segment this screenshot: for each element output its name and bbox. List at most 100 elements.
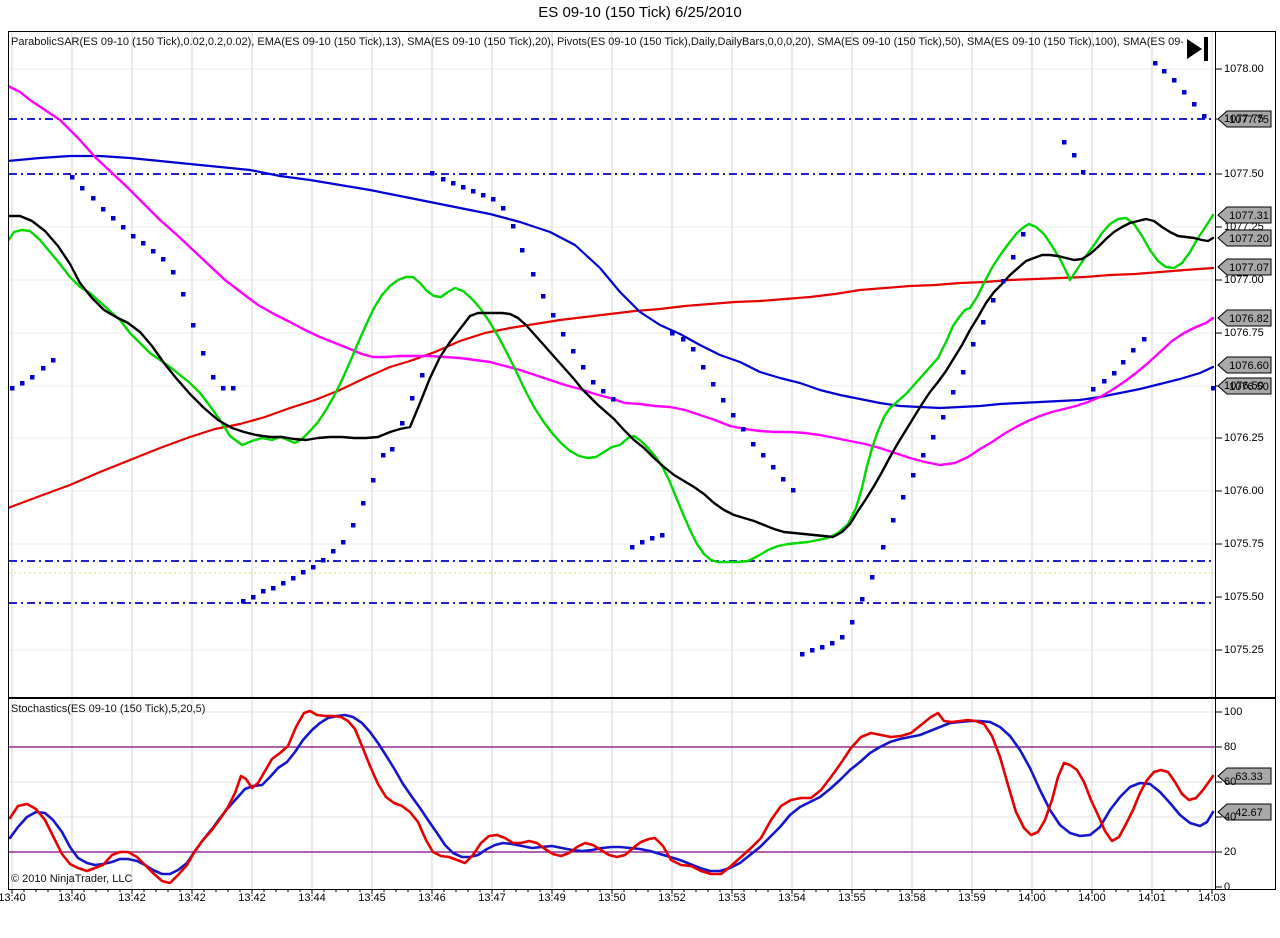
time-axis-label: 13:55 (838, 892, 866, 904)
axis-tick-label: 1075.25 (1224, 644, 1264, 656)
psar-dot (650, 536, 655, 541)
value-badge-text: 63.33 (1235, 771, 1263, 783)
psar-dot (241, 599, 246, 604)
psar-dot (30, 375, 35, 380)
psar-dot (501, 206, 506, 211)
psar-dot (351, 523, 356, 528)
psar-dot (381, 453, 386, 458)
axis-tick-label: 1077.25 (1224, 221, 1264, 233)
time-axis-label: 14:01 (1138, 892, 1166, 904)
psar-dot (471, 189, 476, 194)
psar-dot (51, 358, 56, 363)
psar-dot (660, 533, 665, 538)
psar-dot (561, 332, 566, 337)
psar-dot (271, 586, 276, 591)
psar-dot (311, 565, 316, 570)
value-badge: 1077.20 (1217, 229, 1272, 247)
psar-dot (1021, 232, 1026, 237)
psar-dot (581, 365, 586, 370)
time-axis-label: 13:44 (298, 892, 326, 904)
psar-dot (551, 313, 556, 318)
psar-dot (1153, 61, 1158, 66)
series-ema13-green (9, 213, 1215, 564)
value-badge-text: 1076.82 (1229, 313, 1269, 325)
psar-dot (321, 558, 326, 563)
go-to-last-bar-icon[interactable] (1187, 39, 1202, 59)
psar-dot (1062, 140, 1067, 145)
panel-separator[interactable] (8, 697, 1275, 699)
psar-dot (1202, 114, 1207, 119)
copyright-text: © 2010 NinjaTrader, LLC (11, 873, 133, 885)
psar-dot (191, 323, 196, 328)
psar-dot (281, 581, 286, 586)
psar-dot (931, 435, 936, 440)
value-badge: 1076.82 (1217, 309, 1272, 327)
psar-dot (1142, 337, 1147, 342)
psar-dot (430, 171, 435, 176)
value-badge-text: 1077.75 (1229, 114, 1269, 126)
psar-dot (901, 495, 906, 500)
price-axis-separator (1215, 31, 1216, 889)
value-badge: 63.33 (1217, 767, 1272, 785)
psar-dot (951, 390, 956, 395)
psar-dot (640, 540, 645, 545)
axis-tick-label: 0 (1224, 881, 1231, 893)
value-badge-text: 1077.31 (1229, 210, 1269, 222)
psar-dot (101, 207, 106, 212)
psar-dot (820, 645, 825, 650)
psar-dot (41, 366, 46, 371)
psar-dot (201, 351, 206, 356)
go-to-last-bar-icon-bar[interactable] (1204, 37, 1208, 61)
series-sma50-magenta (9, 85, 1215, 467)
main-panel-indicator-label: ParabolicSAR(ES 09-10 (150 Tick),0.02,0.… (11, 36, 1183, 48)
axis-tick-label: 60 (1224, 776, 1237, 788)
psar-dot (1182, 90, 1187, 95)
axis-tick-label: 1077.75 (1224, 113, 1264, 125)
psar-dot (1112, 371, 1117, 376)
psar-dot (451, 181, 456, 186)
psar-dot (301, 570, 306, 575)
psar-dot (80, 186, 85, 191)
time-axis-label: 13:40 (58, 892, 86, 904)
stoch-panel-indicator-label: Stochastics(ES 09-10 (150 Tick),5,20,5) (11, 703, 206, 715)
psar-dot (781, 477, 786, 482)
psar-dot (491, 197, 496, 202)
psar-dot (400, 421, 405, 426)
psar-dot (761, 453, 766, 458)
psar-dot (1091, 387, 1096, 392)
psar-dot (971, 342, 976, 347)
psar-dot (941, 415, 946, 420)
psar-dot (731, 413, 736, 418)
psar-dot (961, 370, 966, 375)
psar-dot (911, 473, 916, 478)
psar-dot (1072, 153, 1077, 158)
psar-dot (1011, 255, 1016, 260)
value-badge: 42.67 (1217, 803, 1272, 821)
psar-dot (331, 549, 336, 554)
psar-dot (131, 234, 136, 239)
psar-dot (410, 396, 415, 401)
axis-tick-label: 1077.00 (1224, 274, 1264, 286)
psar-dot (981, 320, 986, 325)
psar-dot (701, 365, 706, 370)
axis-tick-label: 1077.50 (1224, 168, 1264, 180)
psar-dot (121, 225, 126, 230)
series-sma20-black (9, 214, 1215, 539)
psar-dot (251, 595, 256, 600)
value-badge: 1077.75 (1217, 110, 1272, 128)
psar-dot (441, 177, 446, 182)
psar-dot (840, 635, 845, 640)
psar-dot (921, 453, 926, 458)
psar-dot (481, 193, 486, 198)
psar-dot (571, 349, 576, 354)
psar-dot (20, 381, 25, 386)
time-axis-label: 13:40 (0, 892, 26, 904)
psar-dot (261, 589, 266, 594)
psar-dot (591, 380, 596, 385)
psar-dot (1102, 379, 1107, 384)
time-axis-label: 13:50 (598, 892, 626, 904)
series-sma100-blue (9, 154, 1215, 410)
psar-dot (800, 652, 805, 657)
psar-dot (390, 447, 395, 452)
